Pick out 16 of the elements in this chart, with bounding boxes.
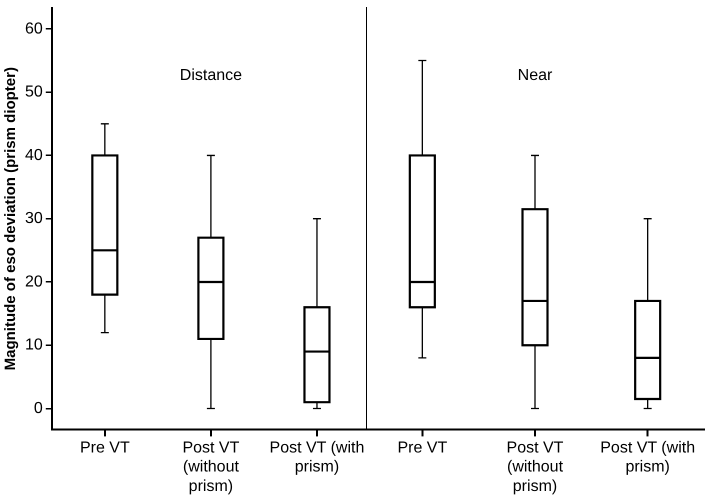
y-tick-label: 60: [25, 20, 43, 38]
y-tick-label: 30: [25, 210, 43, 228]
x-tick-label: Post VT (without prism): [506, 439, 564, 495]
x-tick-label: Post VT (without prism): [182, 439, 240, 495]
x-tick-label: Post VT (with prism): [270, 439, 364, 476]
x-tick-label: Post VT (with prism): [600, 439, 696, 476]
y-tick-label: 40: [25, 146, 43, 164]
annotation: Near: [518, 66, 554, 84]
y-axis-title: Magnitude of eso deviation (prism diopter): [2, 67, 20, 370]
y-tick-label: 50: [25, 84, 43, 101]
x-tick-label: Pre VT: [397, 439, 448, 456]
y-tick-label: 10: [25, 336, 43, 354]
annotation: Distance: [180, 66, 242, 84]
x-tick-label: Pre VT: [80, 439, 130, 456]
y-tick-label: 0: [34, 400, 43, 417]
y-tick-label: 20: [25, 273, 43, 290]
